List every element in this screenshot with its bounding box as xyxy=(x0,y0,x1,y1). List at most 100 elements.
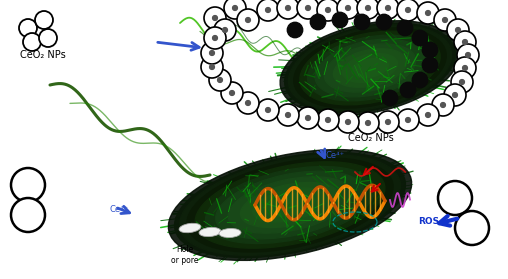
Circle shape xyxy=(332,12,347,28)
Ellipse shape xyxy=(199,227,221,237)
Circle shape xyxy=(11,198,45,232)
Circle shape xyxy=(444,84,466,106)
Ellipse shape xyxy=(216,171,364,239)
Circle shape xyxy=(277,0,299,19)
Circle shape xyxy=(285,6,291,10)
Circle shape xyxy=(204,7,226,29)
Circle shape xyxy=(317,109,339,131)
Circle shape xyxy=(288,22,303,38)
Circle shape xyxy=(383,90,398,106)
Circle shape xyxy=(438,181,472,215)
Circle shape xyxy=(210,64,214,69)
Circle shape xyxy=(35,11,53,29)
Text: Ce⁴⁺: Ce⁴⁺ xyxy=(110,206,129,215)
Circle shape xyxy=(306,6,310,10)
Circle shape xyxy=(386,6,391,10)
Circle shape xyxy=(310,14,326,30)
Circle shape xyxy=(237,92,259,114)
Ellipse shape xyxy=(333,49,406,87)
Circle shape xyxy=(357,0,379,19)
Circle shape xyxy=(345,6,351,10)
Circle shape xyxy=(257,0,279,21)
Circle shape xyxy=(257,99,279,121)
Circle shape xyxy=(440,103,446,107)
Circle shape xyxy=(214,19,236,41)
Ellipse shape xyxy=(265,194,315,216)
Circle shape xyxy=(326,117,330,122)
Circle shape xyxy=(201,42,223,64)
Circle shape xyxy=(224,0,246,19)
Circle shape xyxy=(285,113,291,117)
Circle shape xyxy=(453,93,457,97)
Circle shape xyxy=(463,40,467,44)
Circle shape xyxy=(366,6,370,10)
Text: CeO₂ NPs: CeO₂ NPs xyxy=(20,50,66,60)
Ellipse shape xyxy=(180,155,400,255)
Circle shape xyxy=(417,2,439,24)
Text: ROS: ROS xyxy=(418,218,439,227)
Ellipse shape xyxy=(205,167,374,244)
Ellipse shape xyxy=(175,152,405,258)
Circle shape xyxy=(412,72,428,88)
Circle shape xyxy=(366,121,370,126)
Circle shape xyxy=(456,28,460,32)
Ellipse shape xyxy=(284,23,455,113)
Text: Hole
or pore: Hole or pore xyxy=(171,245,199,265)
Circle shape xyxy=(337,111,359,133)
Circle shape xyxy=(11,168,45,202)
Text: CeO₂ NPs: CeO₂ NPs xyxy=(348,133,394,143)
Circle shape xyxy=(266,108,270,112)
Circle shape xyxy=(417,104,439,126)
Circle shape xyxy=(376,14,392,30)
Circle shape xyxy=(201,56,223,78)
Ellipse shape xyxy=(315,39,425,97)
Ellipse shape xyxy=(195,162,385,248)
Ellipse shape xyxy=(168,150,411,260)
Ellipse shape xyxy=(253,188,327,222)
Ellipse shape xyxy=(352,58,388,78)
Circle shape xyxy=(39,29,57,47)
Circle shape xyxy=(451,71,473,93)
Circle shape xyxy=(422,42,438,58)
Circle shape xyxy=(422,57,438,73)
Ellipse shape xyxy=(300,31,440,105)
Ellipse shape xyxy=(342,54,397,82)
Circle shape xyxy=(221,82,243,104)
Ellipse shape xyxy=(228,177,352,233)
Text: Ce⁴⁺: Ce⁴⁺ xyxy=(325,150,344,160)
Circle shape xyxy=(454,31,476,53)
Circle shape xyxy=(237,9,259,31)
Ellipse shape xyxy=(294,28,446,108)
Circle shape xyxy=(210,50,214,56)
Circle shape xyxy=(230,91,234,95)
Circle shape xyxy=(447,19,469,41)
Circle shape xyxy=(454,57,476,79)
Circle shape xyxy=(465,52,470,57)
Ellipse shape xyxy=(280,21,460,115)
Circle shape xyxy=(434,9,456,31)
Circle shape xyxy=(233,6,237,10)
Circle shape xyxy=(223,28,228,32)
Circle shape xyxy=(277,104,299,126)
Circle shape xyxy=(245,18,250,22)
Ellipse shape xyxy=(187,158,393,252)
Circle shape xyxy=(405,117,410,122)
Circle shape xyxy=(19,19,37,37)
Circle shape xyxy=(326,8,330,13)
Circle shape xyxy=(405,8,410,13)
Circle shape xyxy=(297,0,319,19)
Circle shape xyxy=(386,120,391,124)
Circle shape xyxy=(397,20,412,36)
Circle shape xyxy=(204,27,226,49)
Circle shape xyxy=(354,14,370,30)
Circle shape xyxy=(306,116,310,121)
Circle shape xyxy=(426,113,430,117)
Ellipse shape xyxy=(219,229,241,237)
Circle shape xyxy=(345,120,351,124)
Circle shape xyxy=(357,112,379,134)
Circle shape xyxy=(412,30,428,46)
Circle shape xyxy=(400,82,416,98)
Circle shape xyxy=(442,18,448,22)
Circle shape xyxy=(317,0,339,21)
Circle shape xyxy=(460,80,464,85)
